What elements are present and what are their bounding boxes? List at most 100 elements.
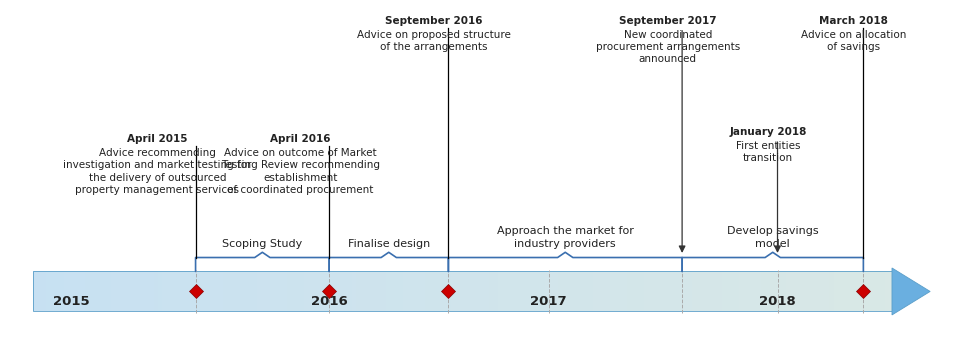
Text: Advice recommending
investigation and market testing for
the delivery of outsour: Advice recommending investigation and ma… (63, 148, 252, 195)
Text: Advice on allocation
of savings: Advice on allocation of savings (801, 30, 905, 52)
Bar (441, 271, 447, 311)
Text: New coordinated
procurement arrangements
announced: New coordinated procurement arrangements… (595, 30, 740, 64)
Bar (480, 271, 486, 311)
Bar (678, 271, 683, 311)
Bar (660, 271, 666, 311)
Bar (862, 271, 868, 311)
Bar (261, 271, 267, 311)
Bar (450, 271, 456, 311)
Text: Develop savings
model: Develop savings model (726, 227, 818, 249)
Bar (72, 271, 77, 311)
Bar (111, 271, 116, 311)
Bar (730, 271, 735, 311)
Bar (102, 271, 108, 311)
Bar (841, 271, 846, 311)
Bar (162, 271, 168, 311)
Bar (278, 271, 284, 311)
Bar (210, 271, 214, 311)
Bar (725, 271, 731, 311)
Bar (554, 271, 558, 311)
Bar (33, 271, 893, 311)
Bar (833, 271, 838, 311)
Bar (283, 271, 288, 311)
Bar (820, 271, 825, 311)
Bar (304, 271, 310, 311)
Bar (558, 271, 563, 311)
Bar (884, 271, 889, 311)
Text: 2015: 2015 (53, 295, 90, 308)
Bar (321, 271, 327, 311)
Bar (519, 271, 524, 311)
Bar (794, 271, 800, 311)
Bar (352, 271, 356, 311)
Bar (403, 271, 408, 311)
Bar (416, 271, 421, 311)
Bar (888, 271, 894, 311)
Bar (175, 271, 180, 311)
Bar (343, 271, 348, 311)
Bar (545, 271, 550, 311)
Bar (38, 271, 43, 311)
Bar (407, 271, 413, 311)
Bar (437, 271, 442, 311)
Bar (395, 271, 399, 311)
Bar (33, 271, 39, 311)
Bar (424, 271, 430, 311)
Bar (537, 271, 541, 311)
Bar (618, 271, 623, 311)
Bar (742, 271, 748, 311)
Bar (115, 271, 120, 311)
Text: March 2018: March 2018 (819, 16, 887, 26)
Bar (132, 271, 137, 311)
Bar (837, 271, 842, 311)
Bar (734, 271, 740, 311)
Bar (876, 271, 881, 311)
Bar (150, 271, 154, 311)
Bar (64, 271, 69, 311)
Bar (433, 271, 438, 311)
Bar (859, 271, 863, 311)
Bar (51, 271, 56, 311)
Bar (90, 271, 94, 311)
Bar (799, 271, 803, 311)
Bar (485, 271, 490, 311)
Polygon shape (891, 268, 929, 315)
Text: Finalise design: Finalise design (347, 239, 430, 249)
Bar (523, 271, 529, 311)
Text: April 2015: April 2015 (127, 134, 188, 144)
Bar (338, 271, 344, 311)
Bar (429, 271, 434, 311)
Bar (257, 271, 262, 311)
Bar (575, 271, 580, 311)
Bar (652, 271, 658, 311)
Bar (373, 271, 378, 311)
Bar (398, 271, 404, 311)
Bar (239, 271, 245, 311)
Bar (184, 271, 189, 311)
Bar (639, 271, 644, 311)
Bar (93, 271, 99, 311)
Bar (167, 271, 172, 311)
Bar (309, 271, 314, 311)
Bar (850, 271, 855, 311)
Bar (179, 271, 185, 311)
Bar (287, 271, 293, 311)
Bar (205, 271, 211, 311)
Bar (188, 271, 193, 311)
Bar (828, 271, 834, 311)
Bar (196, 271, 202, 311)
Bar (355, 271, 361, 311)
Bar (55, 271, 60, 311)
Text: September 2016: September 2016 (385, 16, 482, 26)
Bar (592, 271, 598, 311)
Bar (571, 271, 576, 311)
Bar (253, 271, 258, 311)
Bar (81, 271, 86, 311)
Bar (145, 271, 151, 311)
Bar (669, 271, 675, 311)
Bar (760, 271, 765, 311)
Bar (867, 271, 872, 311)
Bar (119, 271, 125, 311)
Bar (300, 271, 305, 311)
Bar (369, 271, 374, 311)
